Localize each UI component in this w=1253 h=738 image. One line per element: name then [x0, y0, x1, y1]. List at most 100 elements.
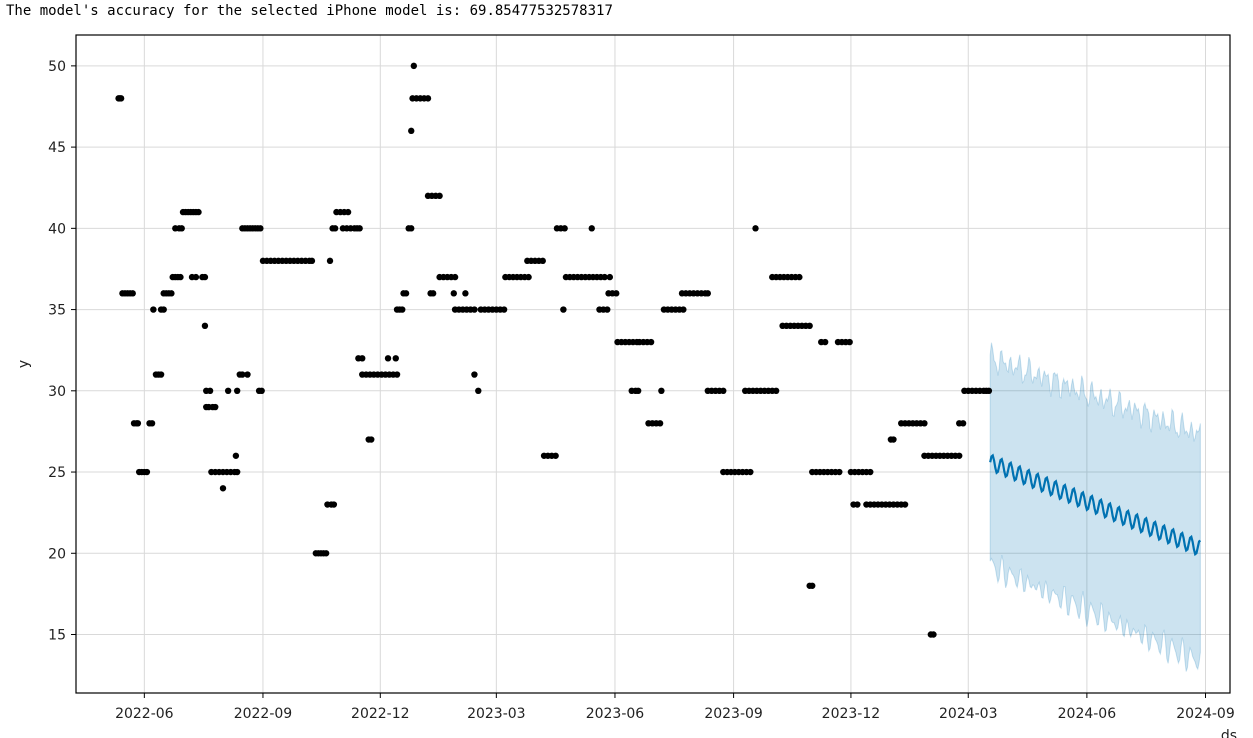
observed-point [436, 192, 443, 200]
observed-point [604, 306, 611, 313]
observed-point [680, 306, 687, 313]
observed-point [806, 322, 813, 330]
observed-point [451, 273, 459, 281]
accuracy-label: The model's accuracy for the selected iP… [6, 3, 470, 19]
observed-point [462, 290, 469, 297]
observed-point [475, 387, 482, 395]
y-tick-label: 30 [48, 384, 66, 400]
observed-point [150, 306, 157, 313]
observed-point [601, 273, 608, 281]
y-tick-label: 35 [48, 303, 66, 319]
observed-point [201, 273, 209, 281]
observed-point [552, 452, 559, 459]
x-tick-label: 2023-03 [467, 706, 526, 722]
observed-point [867, 468, 874, 476]
observed-point [772, 387, 780, 395]
observed-point [129, 290, 136, 297]
observed-point [634, 387, 642, 395]
observed-point [560, 306, 567, 313]
observed-point [647, 338, 655, 346]
observed-point [160, 306, 167, 313]
observed-point [402, 290, 410, 297]
observed-point [219, 485, 227, 492]
x-tick-label: 2024-03 [939, 706, 998, 722]
observed-point [168, 290, 175, 297]
observed-point [258, 387, 265, 395]
observed-point [752, 225, 759, 232]
forecast-yhat-line [989, 453, 1202, 557]
observed-point [195, 208, 202, 216]
observed-point [201, 322, 209, 330]
observed-point [500, 306, 508, 313]
observed-point [244, 371, 251, 378]
observed-point [192, 273, 200, 281]
observed-point [796, 273, 803, 281]
observed-point [117, 95, 125, 102]
observed-point [959, 420, 967, 427]
observed-point [410, 62, 418, 70]
observed-point [212, 403, 219, 411]
observed-point [356, 225, 363, 232]
observed-point [148, 420, 156, 427]
y-tick-label: 40 [48, 221, 66, 237]
axis-ticks: 15 20 25 30 35 40 45 50 2022-06 2022-09 2022-12 202… [48, 59, 1235, 722]
observed-point [471, 371, 478, 378]
observed-point [330, 501, 338, 508]
observed-point [384, 355, 392, 362]
observed-point [344, 208, 352, 216]
observed-point [525, 273, 532, 281]
observed-point [656, 420, 664, 427]
observed-point [561, 225, 568, 232]
observed-point [704, 290, 711, 297]
y-tick-label: 20 [48, 546, 66, 562]
observed-point [836, 468, 843, 476]
x-tick-label: 2023-06 [586, 706, 645, 722]
observed-point [408, 225, 415, 232]
observed-point [143, 468, 151, 476]
observed-point [134, 420, 142, 427]
x-axis-label: ds [1221, 728, 1237, 738]
observed-point [399, 306, 406, 313]
observed-point [821, 338, 829, 346]
observed-point [956, 452, 963, 459]
observed-point [239, 371, 246, 378]
observed-point [178, 225, 185, 232]
x-tick-label: 2024-09 [1176, 706, 1235, 722]
observed-point [233, 387, 241, 395]
observed-point [588, 225, 595, 232]
observed-point [424, 95, 432, 102]
observed-point [233, 468, 241, 476]
observed-point [177, 273, 184, 281]
x-tick-label: 2024-06 [1058, 706, 1117, 722]
axes-frame [75, 34, 1231, 694]
observed-point [613, 290, 620, 297]
observed-point [392, 355, 399, 362]
observed-point [326, 257, 334, 265]
observed-point [257, 225, 264, 232]
y-tick-label: 50 [48, 59, 66, 75]
observed-point [846, 338, 853, 346]
accuracy-output: The model's accuracy for the selected iP… [6, 2, 613, 20]
x-tick-label: 2022-06 [115, 706, 174, 722]
observed-point [450, 290, 457, 297]
observed-point [206, 387, 214, 395]
observed-point [224, 387, 232, 395]
observed-point [331, 225, 339, 232]
observed-point [322, 550, 330, 557]
observed-point [854, 501, 861, 508]
observed-point [720, 387, 727, 395]
grid [76, 35, 1230, 693]
observed-point [809, 582, 816, 589]
x-tick-label: 2022-09 [234, 706, 293, 722]
accuracy-value: 69.85477532578317 [469, 3, 613, 19]
observed-point [359, 355, 366, 362]
observed-point [429, 290, 437, 297]
y-tick-label: 45 [48, 140, 66, 156]
x-tick-label: 2023-12 [822, 706, 881, 722]
observed-point [157, 371, 165, 378]
observed-point [747, 468, 754, 476]
observed-point [539, 257, 546, 265]
observed-point [408, 127, 415, 135]
forecast-line [989, 453, 1202, 557]
